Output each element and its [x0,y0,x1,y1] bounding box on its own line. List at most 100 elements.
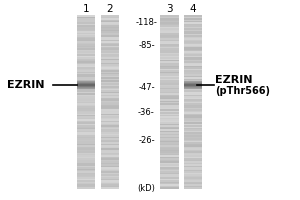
Bar [77,127,95,128]
Bar [160,63,178,64]
Bar [160,99,178,101]
Bar [101,57,119,59]
Bar [160,108,178,109]
Bar [101,163,119,164]
Bar [160,155,178,157]
Bar [184,169,202,170]
Bar [184,98,202,99]
Bar [77,187,95,189]
Bar [101,37,119,38]
Bar [160,128,178,129]
Bar [101,48,119,50]
Bar [77,21,95,22]
Bar [160,85,178,86]
Bar [160,64,178,66]
Bar [101,135,119,137]
Bar [77,147,95,148]
Bar [101,119,119,121]
Bar [77,151,95,153]
Bar [184,88,202,89]
Bar [101,147,119,148]
Bar [77,166,95,167]
Bar [101,51,119,53]
Bar [101,177,119,179]
Bar [160,89,178,90]
Bar [184,76,202,77]
Bar [101,132,119,134]
Bar [101,160,119,161]
Bar [160,179,178,180]
Bar [160,46,178,47]
Bar [184,96,202,98]
Bar [160,115,178,116]
Bar [77,111,95,112]
Bar [101,73,119,74]
Bar [101,140,119,141]
Bar [184,118,202,119]
Bar [184,164,202,166]
Bar [184,53,202,54]
Bar [160,69,178,70]
Bar [184,50,202,51]
Bar [160,134,178,135]
Bar [77,43,95,44]
Bar [77,74,95,76]
Bar [101,89,119,90]
Bar [101,184,119,186]
Bar [160,180,178,182]
Bar [184,41,202,43]
Bar [101,127,119,128]
Bar [160,148,178,150]
Bar [101,150,119,151]
Bar [184,95,202,96]
Bar [101,25,119,27]
Bar [77,144,95,145]
Bar [77,116,95,118]
Bar [101,182,119,183]
Bar [77,63,95,64]
Bar [77,89,95,90]
Bar [101,82,119,83]
Bar [77,118,95,119]
Bar [160,138,178,140]
Bar [184,90,202,92]
Bar [160,167,178,169]
Bar [160,93,178,95]
Bar [184,186,202,187]
Bar [184,114,202,115]
Bar [184,22,202,24]
Bar [184,86,202,87]
Bar [160,37,178,38]
Text: -118-: -118- [136,18,158,27]
Bar [184,137,202,138]
Bar [184,87,202,88]
Bar [160,59,178,60]
Bar [101,105,119,106]
Bar [77,138,95,140]
Bar [101,66,119,67]
Bar [101,50,119,51]
Bar [77,28,95,30]
Bar [184,24,202,25]
Bar [101,21,119,22]
Bar [184,17,202,18]
Bar [77,154,95,155]
Bar [160,20,178,21]
Bar [160,47,178,48]
Bar [160,164,178,166]
Bar [160,153,178,154]
Bar [101,134,119,135]
Bar [101,144,119,145]
Bar [184,167,202,169]
Bar [184,27,202,28]
Bar [160,27,178,28]
Bar [77,160,95,161]
Bar [160,163,178,164]
Bar [101,22,119,24]
Bar [184,125,202,127]
Bar [77,84,95,85]
Bar [160,66,178,67]
Bar [101,124,119,125]
Bar [77,128,95,129]
Bar [77,121,95,122]
